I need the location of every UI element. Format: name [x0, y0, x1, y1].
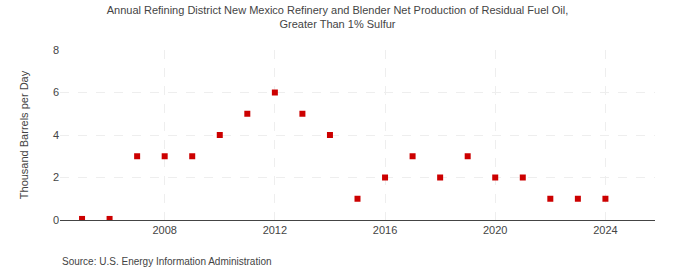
svg-text:4: 4 — [53, 129, 59, 141]
svg-text:2024: 2024 — [593, 224, 617, 236]
svg-text:2012: 2012 — [263, 224, 287, 236]
svg-text:8: 8 — [53, 44, 59, 56]
svg-text:6: 6 — [53, 86, 59, 98]
svg-text:2008: 2008 — [152, 224, 176, 236]
svg-text:Source: U.S. Energy Informatio: Source: U.S. Energy Information Administ… — [62, 256, 272, 267]
svg-text:0: 0 — [53, 214, 59, 226]
svg-text:Thousand Barrels per Day: Thousand Barrels per Day — [18, 70, 30, 199]
svg-text:2: 2 — [53, 171, 59, 183]
svg-text:Annual Refining District New M: Annual Refining District New Mexico Refi… — [107, 4, 569, 30]
svg-text:2020: 2020 — [483, 224, 507, 236]
svg-text:2016: 2016 — [373, 224, 397, 236]
